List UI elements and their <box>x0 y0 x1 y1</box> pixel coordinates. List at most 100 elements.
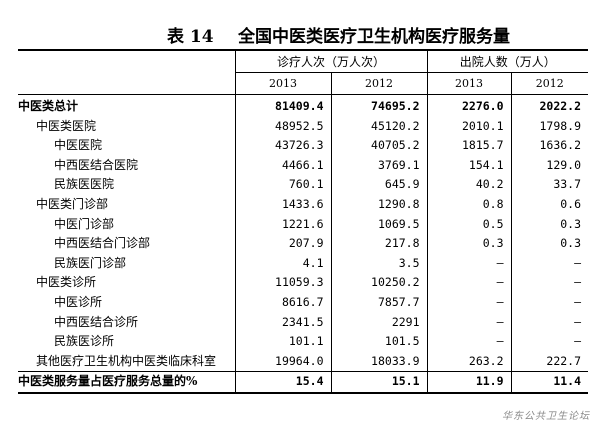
cell: – <box>510 332 589 352</box>
header-discharges: 出院人数（万人） <box>426 50 589 73</box>
cell: 645.9 <box>330 175 428 195</box>
table-row: 中西医结合门诊部 207.9 217.8 0.3 0.3 <box>18 234 589 254</box>
table-number: 表 14 <box>167 27 214 47</box>
row-label: 中医类医院 <box>36 118 97 133</box>
header-year: 2013 <box>426 72 512 95</box>
cell: 2022.2 <box>510 94 589 117</box>
cell: 10250.2 <box>330 273 428 293</box>
header-corner <box>18 50 235 73</box>
cell: 8616.7 <box>234 292 331 313</box>
cell: 1433.6 <box>234 194 331 215</box>
cell: 3.5 <box>330 253 428 274</box>
cell: 1290.8 <box>330 194 428 215</box>
cell: 11.4 <box>510 371 589 394</box>
cell: 18033.9 <box>330 351 428 372</box>
cell: 0.3 <box>510 234 589 254</box>
cell: – <box>426 332 512 352</box>
cell: 0.3 <box>510 214 589 235</box>
cell: 74695.2 <box>330 94 428 117</box>
cell: 2010.1 <box>426 116 512 137</box>
row-label: 中西医结合诊所 <box>54 314 139 329</box>
row-label: 中医门诊部 <box>54 216 115 231</box>
cell: 1798.9 <box>510 116 589 137</box>
cell: 0.3 <box>426 234 512 254</box>
cell: 3769.1 <box>330 155 428 176</box>
cell: 101.1 <box>234 332 331 352</box>
cell: – <box>426 273 512 293</box>
table-title: 表 14 全国中医类医疗卫生机构医疗服务量 <box>0 26 600 48</box>
row-label: 中西医结合医院 <box>54 157 139 172</box>
row-label: 民族医门诊部 <box>54 255 127 270</box>
table-row-summary: 中医类服务量占医疗服务总量的% 15.4 15.1 11.9 11.4 <box>18 371 589 394</box>
cell: – <box>426 253 512 274</box>
row-label: 中医诊所 <box>54 294 103 309</box>
table-row: 民族医医院 760.1 645.9 40.2 33.7 <box>18 175 589 195</box>
row-label: 其他医疗卫生机构中医类临床科室 <box>36 353 217 368</box>
cell: 0.8 <box>426 194 512 215</box>
row-label: 中医类门诊部 <box>36 196 109 211</box>
cell: 19964.0 <box>234 351 331 372</box>
header-row-years: 2013 2012 2013 2012 <box>18 72 589 95</box>
cell: 15.1 <box>330 371 428 394</box>
table-row: 中医诊所 8616.7 7857.7 – – <box>18 292 589 313</box>
cell: 7857.7 <box>330 292 428 313</box>
cell: 1636.2 <box>510 136 589 156</box>
cell: – <box>426 292 512 313</box>
table-row: 民族医诊所 101.1 101.5 – – <box>18 332 589 352</box>
cell: 33.7 <box>510 175 589 195</box>
cell: – <box>510 273 589 293</box>
row-label: 中医类服务量占医疗服务总量的% <box>18 371 235 394</box>
statistics-table: 诊疗人次（万人次） 出院人数（万人） 2013 2012 2013 2012 中… <box>18 49 589 394</box>
header-year: 2012 <box>330 72 428 95</box>
cell: 2341.5 <box>234 312 331 333</box>
cell: 154.1 <box>426 155 512 176</box>
header-year: 2012 <box>510 72 589 95</box>
table-row: 中医医院 43726.3 40705.2 1815.7 1636.2 <box>18 136 589 156</box>
cell: 1815.7 <box>426 136 512 156</box>
table-row: 民族医门诊部 4.1 3.5 – – <box>18 253 589 274</box>
cell: 4466.1 <box>234 155 331 176</box>
cell: 4.1 <box>234 253 331 274</box>
cell: 0.5 <box>426 214 512 235</box>
cell: 40.2 <box>426 175 512 195</box>
cell: 760.1 <box>234 175 331 195</box>
cell: 1069.5 <box>330 214 428 235</box>
cell: 0.6 <box>510 194 589 215</box>
watermark: 华东公共卫生论坛 <box>502 411 590 422</box>
cell: 101.5 <box>330 332 428 352</box>
cell: 11059.3 <box>234 273 331 293</box>
cell: 81409.4 <box>234 94 331 117</box>
table-row: 中医类医院 48952.5 45120.2 2010.1 1798.9 <box>18 116 589 137</box>
cell: – <box>426 312 512 333</box>
table-row: 中医类总计 81409.4 74695.2 2276.0 2022.2 <box>18 94 589 117</box>
table-row: 中医类门诊部 1433.6 1290.8 0.8 0.6 <box>18 194 589 215</box>
header-corner-lower <box>18 72 235 95</box>
cell: 2276.0 <box>426 94 512 117</box>
cell: 45120.2 <box>330 116 428 137</box>
header-year: 2013 <box>234 72 331 95</box>
cell: 217.8 <box>330 234 428 254</box>
table-row: 中医类诊所 11059.3 10250.2 – – <box>18 273 589 293</box>
table-row: 中医门诊部 1221.6 1069.5 0.5 0.3 <box>18 214 589 235</box>
table-row: 中西医结合医院 4466.1 3769.1 154.1 129.0 <box>18 155 589 176</box>
cell: 263.2 <box>426 351 512 372</box>
row-label: 中医类总计 <box>18 99 79 113</box>
table-row: 中西医结合诊所 2341.5 2291 – – <box>18 312 589 333</box>
row-label: 中医医院 <box>54 138 103 153</box>
table-name: 全国中医类医疗卫生机构医疗服务量 <box>238 27 510 47</box>
cell: 1221.6 <box>234 214 331 235</box>
row-label: 中西医结合门诊部 <box>54 236 151 251</box>
cell: 222.7 <box>510 351 589 372</box>
row-label: 民族医医院 <box>54 177 115 192</box>
cell: – <box>510 312 589 333</box>
cell: 48952.5 <box>234 116 331 137</box>
header-row-groups: 诊疗人次（万人次） 出院人数（万人） <box>18 50 589 73</box>
cell: – <box>510 292 589 313</box>
cell: – <box>510 253 589 274</box>
header-visits: 诊疗人次（万人次） <box>234 50 428 73</box>
table-row: 其他医疗卫生机构中医类临床科室 19964.0 18033.9 263.2 22… <box>18 351 589 372</box>
row-label: 民族医诊所 <box>54 334 115 349</box>
row-label: 中医类诊所 <box>36 275 97 290</box>
cell: 11.9 <box>426 371 512 394</box>
cell: 207.9 <box>234 234 331 254</box>
